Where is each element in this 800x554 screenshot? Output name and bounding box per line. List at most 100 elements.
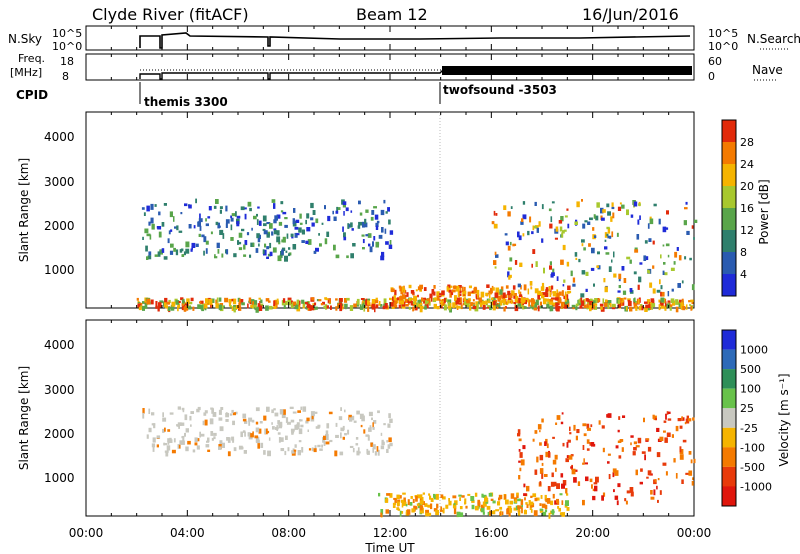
echo-cell xyxy=(212,412,217,417)
echo-cell xyxy=(637,284,640,290)
echo-cell xyxy=(255,436,260,443)
echo-cell xyxy=(541,282,545,287)
echo-cell xyxy=(159,249,163,255)
echo-cell xyxy=(665,413,667,420)
echo-cell xyxy=(220,407,224,410)
velocity-echoes xyxy=(142,406,696,519)
colorbar-swatch xyxy=(722,408,736,428)
power-ytick-4000: 4000 xyxy=(44,130,75,144)
echo-cell xyxy=(675,306,679,313)
echo-cell xyxy=(213,432,217,436)
echo-cell xyxy=(564,215,568,218)
echo-cell xyxy=(388,244,393,249)
echo-cell xyxy=(329,439,333,443)
echo-cell xyxy=(168,299,171,303)
echo-cell xyxy=(567,223,570,229)
echo-cell xyxy=(138,306,142,311)
echo-cell xyxy=(389,302,394,307)
echo-cell xyxy=(207,449,211,452)
echo-cell xyxy=(633,303,638,309)
echo-cell xyxy=(545,451,549,458)
echo-cell xyxy=(627,299,631,303)
echo-cell xyxy=(265,430,270,434)
echo-cell xyxy=(519,262,523,267)
echo-cell xyxy=(389,230,394,235)
echo-cell xyxy=(610,216,613,222)
echo-cell xyxy=(251,419,255,423)
echo-cell xyxy=(352,243,356,247)
echo-cell xyxy=(536,227,539,233)
echo-cell xyxy=(521,298,526,303)
echo-cell xyxy=(378,234,383,239)
echo-cell xyxy=(362,221,365,228)
echo-cell xyxy=(181,302,184,307)
echo-cell xyxy=(542,292,547,295)
echo-cell xyxy=(184,203,188,207)
echo-cell xyxy=(185,248,190,254)
echo-cell xyxy=(400,511,404,514)
echo-cell xyxy=(513,295,516,299)
echo-cell xyxy=(306,213,310,219)
echo-cell xyxy=(330,305,332,310)
colorbar-swatch xyxy=(722,369,736,389)
echo-cell xyxy=(303,301,306,307)
echo-cell xyxy=(527,230,530,236)
echo-cell xyxy=(479,302,483,307)
echo-cell xyxy=(325,298,329,301)
echo-cell xyxy=(452,495,457,499)
echo-cell xyxy=(505,285,509,289)
echo-cell xyxy=(288,253,291,257)
echo-cell xyxy=(386,440,389,443)
echo-cell xyxy=(547,486,551,492)
echo-cell xyxy=(148,408,151,414)
echo-cell xyxy=(491,297,494,300)
echo-cell xyxy=(663,420,667,423)
echo-cell xyxy=(607,303,610,309)
echo-cell xyxy=(339,302,343,308)
echo-cell xyxy=(593,304,595,309)
echo-cell xyxy=(291,450,295,454)
echo-cell xyxy=(161,248,165,253)
echo-cell xyxy=(554,500,558,505)
echo-cell xyxy=(470,291,473,294)
echo-cell xyxy=(675,299,679,305)
echo-cell xyxy=(158,231,162,238)
echo-cell xyxy=(312,210,316,215)
echo-cell xyxy=(382,305,386,310)
echo-cell xyxy=(552,493,555,499)
echo-cell xyxy=(246,232,250,236)
echo-cell xyxy=(260,299,263,303)
echo-cell xyxy=(347,223,350,229)
echo-cell xyxy=(546,306,549,309)
echo-cell xyxy=(560,259,564,265)
echo-cell xyxy=(211,437,214,441)
echo-cell xyxy=(313,302,317,306)
echo-cell xyxy=(574,221,578,225)
echo-cell xyxy=(603,278,606,283)
echo-cell xyxy=(643,255,647,261)
echo-cell xyxy=(205,218,207,222)
echo-cell xyxy=(517,231,520,238)
echo-cell xyxy=(146,434,149,439)
colorbar-swatch xyxy=(722,208,736,230)
echo-cell xyxy=(264,243,267,248)
echo-cell xyxy=(524,300,527,305)
echo-cell xyxy=(519,304,524,308)
echo-cell xyxy=(274,412,279,417)
echo-cell xyxy=(335,422,338,427)
echo-cell xyxy=(400,289,404,295)
echo-cell xyxy=(156,435,161,439)
echo-cell xyxy=(427,299,429,303)
echo-cell xyxy=(653,489,656,496)
echo-cell xyxy=(637,299,640,304)
echo-cell xyxy=(504,494,507,500)
echo-cell xyxy=(403,497,406,504)
echo-cell xyxy=(644,301,648,304)
echo-cell xyxy=(148,251,152,256)
echo-cell xyxy=(429,495,432,500)
echo-cell xyxy=(441,299,445,302)
echo-cell xyxy=(370,442,374,447)
echo-cell xyxy=(185,241,190,248)
echo-cell xyxy=(667,254,670,258)
echo-cell xyxy=(471,290,474,293)
